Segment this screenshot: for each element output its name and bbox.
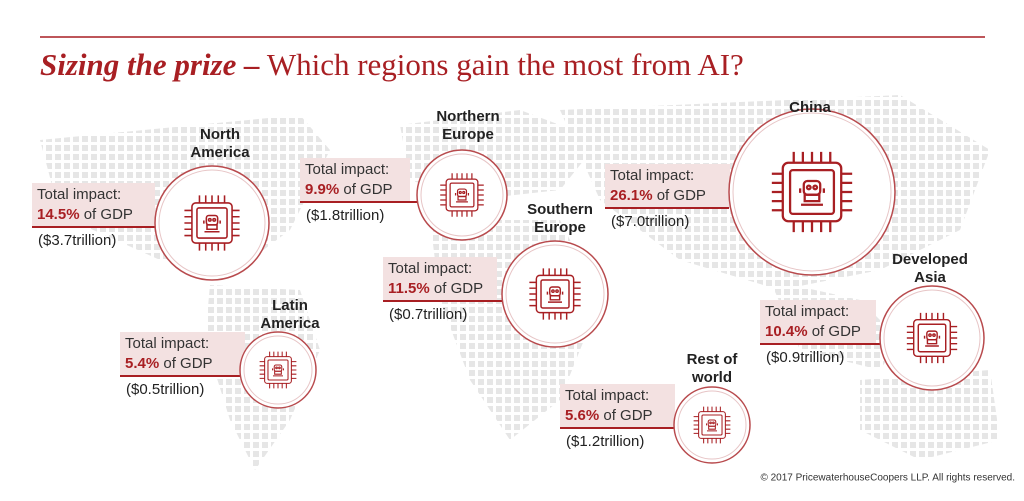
region-name: China bbox=[789, 99, 831, 116]
label-box bbox=[383, 257, 497, 301]
impact-suffix: of GDP bbox=[343, 181, 392, 198]
region-circle-inner bbox=[505, 244, 605, 344]
impact-label: Total impact: bbox=[765, 303, 849, 320]
title-rest: Which regions gain the most from AI? bbox=[267, 47, 744, 82]
region-name: Asia bbox=[914, 269, 946, 286]
region-circle bbox=[416, 149, 508, 241]
impact-label: Total impact: bbox=[565, 387, 649, 404]
impact-line: 5.4% of GDP bbox=[125, 355, 213, 372]
impact-amount: ($1.2trillion) bbox=[566, 433, 644, 450]
region-circle-inner bbox=[243, 335, 313, 405]
impact-suffix: of GDP bbox=[603, 407, 652, 424]
label-box bbox=[32, 183, 155, 227]
title-bold: Sizing the prize – bbox=[40, 47, 260, 82]
region-name: America bbox=[260, 315, 320, 332]
region-circle-inner bbox=[158, 169, 266, 277]
region-circle-inner bbox=[732, 112, 892, 272]
copyright: © 2017 PricewaterhouseCoopers LLP. All r… bbox=[760, 473, 1015, 484]
impact-line: 11.5% of GDP bbox=[388, 280, 483, 297]
impact-percent: 9.9% bbox=[305, 181, 339, 198]
impact-amount: ($0.5trillion) bbox=[126, 381, 204, 398]
region-circle bbox=[154, 165, 270, 281]
label-box bbox=[605, 164, 730, 208]
region-circle-inner bbox=[420, 153, 504, 237]
region-name: Developed bbox=[892, 251, 968, 268]
impact-percent: 26.1% bbox=[610, 187, 653, 204]
impact-line: 5.6% of GDP bbox=[565, 407, 653, 424]
impact-percent: 11.5% bbox=[388, 280, 430, 297]
impact-line: 14.5% of GDP bbox=[37, 206, 133, 223]
impact-label: Total impact: bbox=[305, 161, 389, 178]
impact-line: 26.1% of GDP bbox=[610, 187, 706, 204]
region-name: Southern bbox=[527, 201, 593, 218]
impact-suffix: of GDP bbox=[163, 355, 212, 372]
impact-label: Total impact: bbox=[125, 335, 209, 352]
region-name: Northern bbox=[436, 108, 499, 125]
impact-label: Total impact: bbox=[610, 167, 694, 184]
region-circle bbox=[239, 331, 317, 409]
title: Sizing the prize – Which regions gain th… bbox=[40, 47, 744, 82]
label-box bbox=[300, 158, 410, 202]
region-name: Europe bbox=[534, 219, 586, 236]
region-name: Rest of bbox=[687, 351, 739, 368]
impact-percent: 10.4% bbox=[765, 323, 808, 340]
impact-percent: 5.4% bbox=[125, 355, 159, 372]
impact-suffix: of GDP bbox=[84, 206, 133, 223]
region-name: Europe bbox=[442, 126, 494, 143]
impact-label: Total impact: bbox=[37, 186, 121, 203]
region-name: world bbox=[691, 369, 732, 386]
impact-suffix: of GDP bbox=[434, 280, 483, 297]
impact-amount: ($3.7trillion) bbox=[38, 232, 116, 249]
impact-amount: ($7.0trillion) bbox=[611, 213, 689, 230]
region: China Total impact: 26.1% of GDP ($7.0trill… bbox=[605, 99, 896, 276]
impact-line: 9.9% of GDP bbox=[305, 181, 393, 198]
region-name: North bbox=[200, 126, 240, 143]
label-box bbox=[120, 332, 245, 376]
impact-amount: ($0.9trillion) bbox=[766, 349, 844, 366]
region-circle bbox=[728, 108, 896, 276]
region-circle bbox=[879, 285, 985, 391]
region-circle-inner bbox=[883, 289, 981, 387]
region-name: America bbox=[190, 144, 250, 161]
impact-amount: ($0.7trillion) bbox=[389, 306, 467, 323]
region-circle bbox=[501, 240, 609, 348]
impact-label: Total impact: bbox=[388, 260, 472, 277]
region-circle-inner bbox=[677, 390, 747, 460]
impact-suffix: of GDP bbox=[657, 187, 706, 204]
label-box bbox=[760, 300, 876, 344]
impact-percent: 5.6% bbox=[565, 407, 599, 424]
impact-line: 10.4% of GDP bbox=[765, 323, 861, 340]
impact-suffix: of GDP bbox=[812, 323, 861, 340]
label-box bbox=[560, 384, 675, 428]
region-name: Latin bbox=[272, 297, 308, 314]
impact-percent: 14.5% bbox=[37, 206, 80, 223]
impact-amount: ($1.8trillion) bbox=[306, 207, 384, 224]
region-circle bbox=[673, 386, 751, 464]
